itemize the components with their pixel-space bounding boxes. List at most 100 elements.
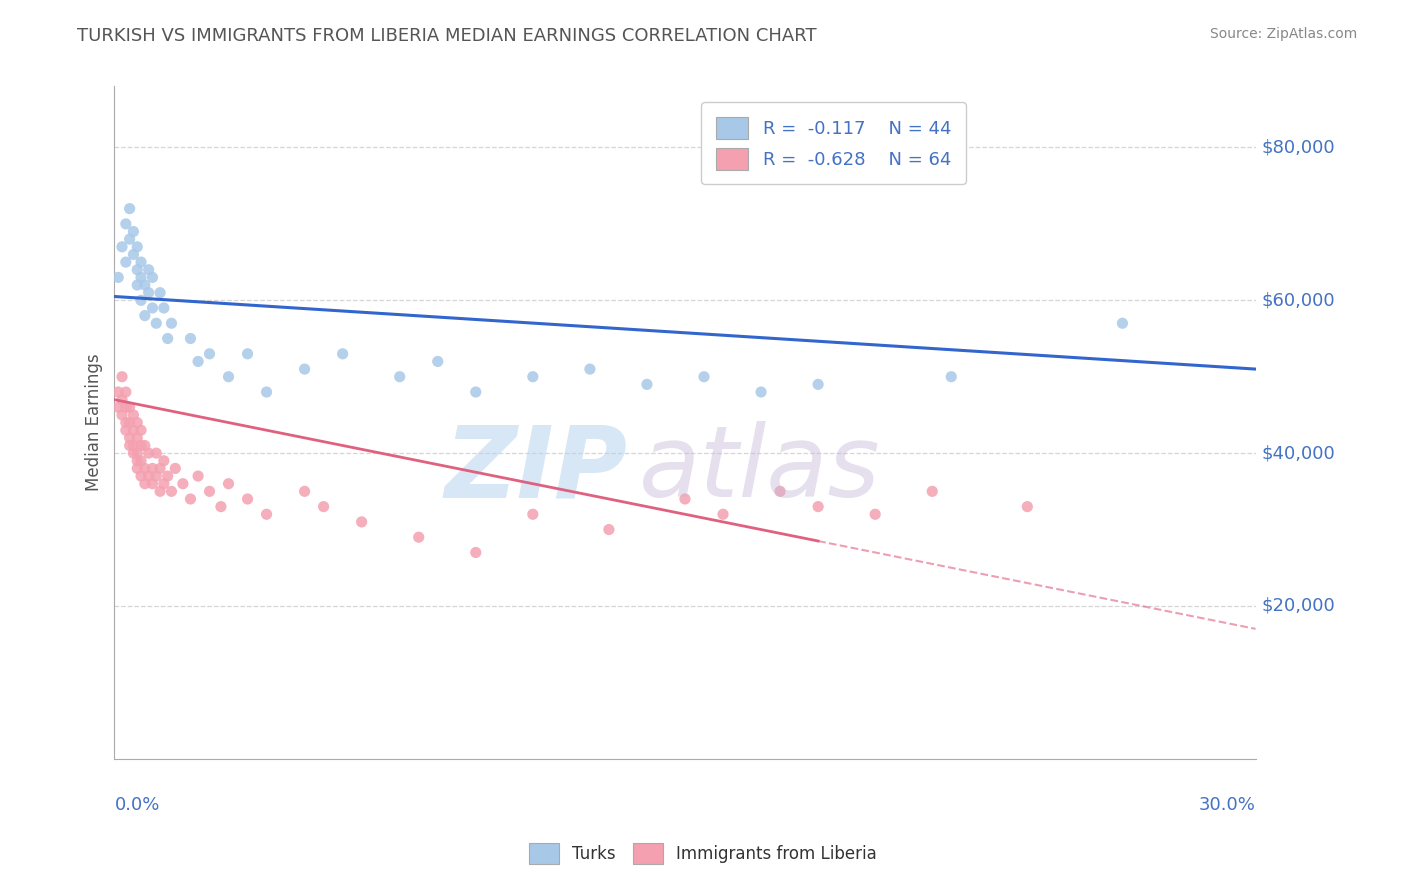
Point bbox=[138, 285, 160, 300]
Point bbox=[114, 384, 136, 399]
Point bbox=[464, 545, 486, 559]
Legend: Turks, Immigrants from Liberia: Turks, Immigrants from Liberia bbox=[523, 837, 883, 871]
Point bbox=[426, 354, 449, 368]
Point bbox=[118, 431, 141, 445]
Point bbox=[134, 476, 156, 491]
Point bbox=[134, 461, 156, 475]
Point bbox=[114, 401, 136, 415]
Point bbox=[165, 461, 187, 475]
Point bbox=[134, 278, 156, 293]
Point bbox=[127, 461, 149, 475]
Point bbox=[236, 347, 259, 361]
Point bbox=[134, 438, 156, 452]
Point bbox=[332, 347, 354, 361]
Point bbox=[807, 500, 830, 514]
Point bbox=[127, 262, 149, 277]
Point bbox=[145, 316, 167, 330]
Point bbox=[218, 369, 240, 384]
Point bbox=[172, 476, 194, 491]
Point bbox=[129, 423, 152, 437]
Point bbox=[107, 270, 129, 285]
Point bbox=[198, 347, 221, 361]
Point bbox=[138, 469, 160, 483]
Point bbox=[118, 401, 141, 415]
Point bbox=[673, 491, 696, 506]
Point bbox=[711, 508, 734, 522]
Point bbox=[127, 278, 149, 293]
Y-axis label: Median Earnings: Median Earnings bbox=[86, 354, 103, 491]
Point bbox=[179, 332, 201, 346]
Text: 30.0%: 30.0% bbox=[1199, 796, 1256, 814]
Point bbox=[863, 508, 886, 522]
Point bbox=[129, 255, 152, 269]
Point bbox=[118, 416, 141, 430]
Point bbox=[156, 332, 179, 346]
Point bbox=[236, 491, 259, 506]
Point bbox=[138, 262, 160, 277]
Point bbox=[149, 484, 172, 499]
Point bbox=[209, 500, 232, 514]
Point bbox=[636, 377, 658, 392]
Point bbox=[769, 484, 792, 499]
Point bbox=[156, 469, 179, 483]
Point bbox=[941, 369, 963, 384]
Point bbox=[921, 484, 943, 499]
Text: Source: ZipAtlas.com: Source: ZipAtlas.com bbox=[1209, 27, 1357, 41]
Point bbox=[141, 270, 163, 285]
Text: ZIP: ZIP bbox=[444, 421, 628, 518]
Text: $80,000: $80,000 bbox=[1261, 138, 1334, 156]
Point bbox=[187, 354, 209, 368]
Point bbox=[408, 530, 430, 544]
Point bbox=[218, 476, 240, 491]
Text: 0.0%: 0.0% bbox=[114, 796, 160, 814]
Point bbox=[111, 408, 134, 422]
Point bbox=[312, 500, 335, 514]
Point bbox=[127, 446, 149, 460]
Point bbox=[127, 454, 149, 468]
Point bbox=[122, 423, 145, 437]
Point bbox=[114, 416, 136, 430]
Point bbox=[111, 392, 134, 407]
Point bbox=[114, 423, 136, 437]
Point bbox=[134, 309, 156, 323]
Point bbox=[129, 270, 152, 285]
Point bbox=[198, 484, 221, 499]
Point bbox=[111, 240, 134, 254]
Text: atlas: atlas bbox=[640, 421, 882, 518]
Text: TURKISH VS IMMIGRANTS FROM LIBERIA MEDIAN EARNINGS CORRELATION CHART: TURKISH VS IMMIGRANTS FROM LIBERIA MEDIA… bbox=[77, 27, 817, 45]
Point bbox=[807, 377, 830, 392]
Point bbox=[579, 362, 602, 376]
Point bbox=[127, 416, 149, 430]
Point bbox=[256, 508, 278, 522]
Text: $20,000: $20,000 bbox=[1261, 597, 1336, 615]
Point bbox=[114, 255, 136, 269]
Point bbox=[153, 476, 176, 491]
Point bbox=[350, 515, 373, 529]
Point bbox=[138, 446, 160, 460]
Point bbox=[141, 461, 163, 475]
Point bbox=[111, 369, 134, 384]
Point bbox=[122, 247, 145, 261]
Point bbox=[153, 301, 176, 315]
Point bbox=[145, 446, 167, 460]
Point bbox=[693, 369, 716, 384]
Point bbox=[127, 240, 149, 254]
Point bbox=[118, 438, 141, 452]
Point bbox=[294, 362, 316, 376]
Text: $40,000: $40,000 bbox=[1261, 444, 1336, 462]
Point bbox=[122, 225, 145, 239]
Point bbox=[187, 469, 209, 483]
Point bbox=[122, 446, 145, 460]
Point bbox=[153, 454, 176, 468]
Point bbox=[122, 438, 145, 452]
Point bbox=[149, 285, 172, 300]
Point bbox=[127, 431, 149, 445]
Point bbox=[129, 438, 152, 452]
Point bbox=[1111, 316, 1133, 330]
Point bbox=[129, 469, 152, 483]
Point bbox=[107, 401, 129, 415]
Point bbox=[749, 384, 772, 399]
Text: $60,000: $60,000 bbox=[1261, 292, 1334, 310]
Point bbox=[160, 484, 183, 499]
Point bbox=[129, 454, 152, 468]
